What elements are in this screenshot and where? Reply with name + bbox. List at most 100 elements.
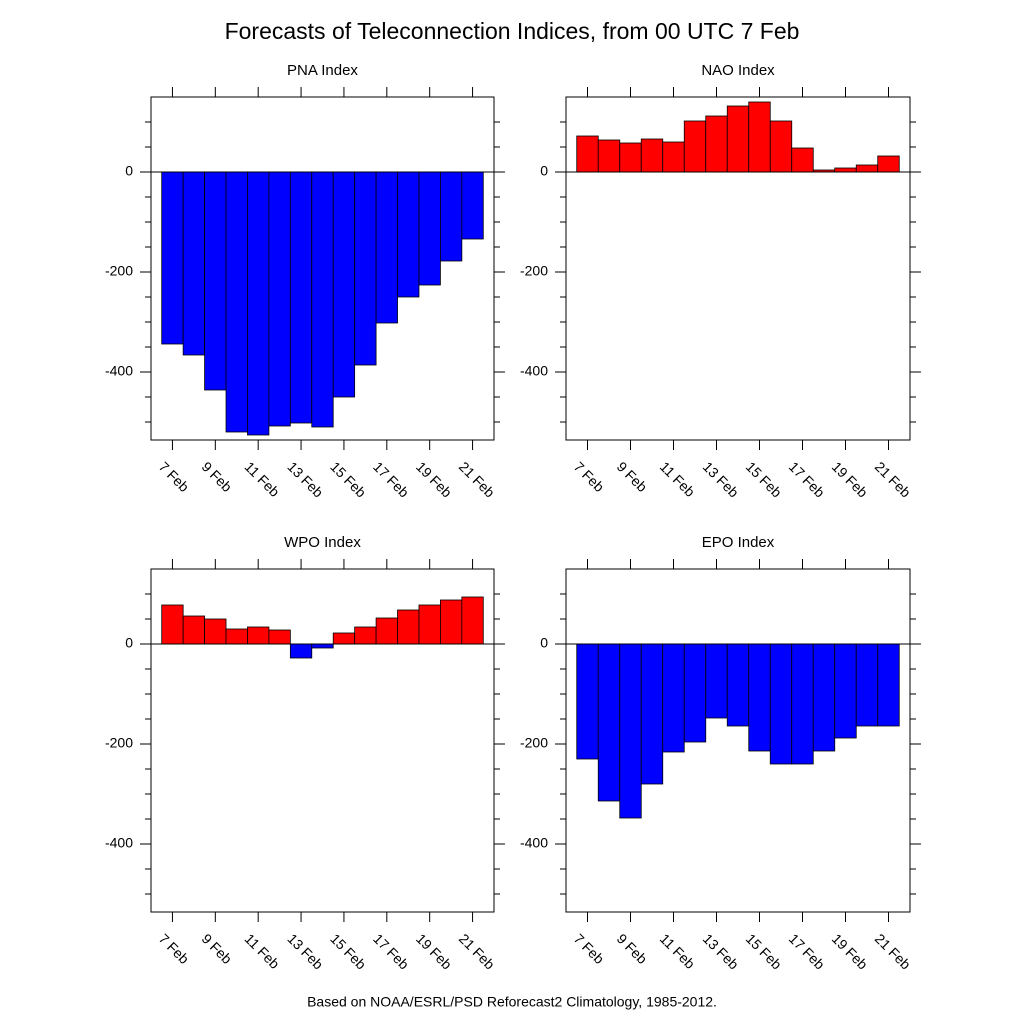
bar [726, 643, 750, 727]
plot-frame [565, 568, 911, 913]
bar [597, 139, 621, 173]
x-tick-label: 21 Feb [872, 458, 914, 500]
bar [855, 164, 879, 173]
bar [662, 141, 685, 173]
y-tick-label: -200 [520, 263, 548, 279]
x-tick-label: 11 Feb [657, 458, 699, 500]
y-tick-label: -200 [105, 735, 133, 751]
bar [332, 632, 356, 645]
x-tick-label: 13 Feb [700, 930, 742, 972]
x-tick-label: 15 Feb [327, 458, 369, 500]
bar [418, 171, 441, 286]
bar [397, 609, 420, 645]
bar [705, 115, 728, 173]
x-tick-label: 11 Feb [657, 930, 699, 972]
panel: NAO Index -400 -200 0 7 Feb 9 Feb 11 Feb 13 Feb… [520, 62, 921, 501]
x-tick-label: 21 Feb [456, 458, 498, 500]
bar [619, 643, 642, 819]
x-tick-label: 19 Feb [829, 930, 871, 972]
x-tick-label: 15 Feb [743, 458, 785, 500]
y-tick-label: -200 [520, 735, 548, 751]
bar [289, 643, 313, 659]
bar [225, 171, 248, 433]
bar [769, 643, 793, 765]
panel: PNA Index -400 -200 0 7 Feb 9 Feb 11 Feb 13 Feb… [105, 62, 505, 501]
bar [748, 643, 771, 752]
panel-title: WPO Index [284, 534, 361, 551]
x-tick-label: 15 Feb [327, 930, 369, 972]
y-tick-label: -200 [105, 263, 133, 279]
plot-frame [565, 96, 911, 441]
x-tick-label: 9 Feb [614, 458, 651, 495]
bar [204, 618, 227, 645]
bar [791, 643, 814, 765]
bar [225, 628, 248, 645]
bar [247, 626, 270, 645]
bar [397, 171, 420, 298]
plot-frame [150, 568, 495, 913]
panel-title: PNA Index [287, 62, 358, 79]
bar [204, 171, 227, 391]
y-tick-label: 0 [125, 163, 133, 179]
x-tick-label: 7 Feb [156, 458, 193, 495]
bar [855, 643, 879, 727]
bar [418, 604, 441, 645]
x-tick-label: 13 Feb [284, 458, 326, 500]
bar [597, 643, 621, 802]
bar [440, 171, 463, 262]
y-tick-label: 0 [540, 163, 548, 179]
panel: EPO Index -400 -200 0 7 Feb 9 Feb 11 Feb 13 Feb… [520, 534, 921, 973]
x-tick-label: 13 Feb [284, 930, 326, 972]
bar [461, 596, 484, 645]
x-tick-label: 7 Feb [156, 930, 193, 967]
y-tick-label: -400 [520, 835, 548, 851]
bar [247, 171, 270, 436]
bar [726, 105, 750, 173]
panel-title: EPO Index [702, 534, 775, 551]
x-tick-label: 17 Feb [370, 458, 412, 500]
bar [182, 171, 205, 356]
bar [182, 615, 205, 645]
bar [683, 643, 707, 743]
x-tick-label: 21 Feb [456, 930, 498, 972]
bar [834, 643, 857, 739]
bar [354, 171, 377, 366]
bar [662, 643, 685, 753]
bar [576, 643, 599, 760]
bar [268, 171, 291, 427]
bar [640, 138, 664, 173]
x-tick-label: 17 Feb [370, 930, 412, 972]
y-tick-label: 0 [540, 635, 548, 651]
bar [311, 171, 334, 428]
bar [748, 101, 771, 173]
bar [332, 171, 356, 398]
panel: WPO Index -400 -200 0 7 Feb 9 Feb 11 Feb 13 Feb… [105, 534, 505, 973]
bar [461, 171, 484, 240]
bar [877, 155, 900, 173]
x-tick-label: 11 Feb [241, 458, 283, 500]
bar [311, 643, 334, 649]
y-tick-label: 0 [125, 635, 133, 651]
bar [161, 604, 184, 645]
bar [812, 643, 836, 752]
x-tick-label: 13 Feb [700, 458, 742, 500]
x-tick-label: 11 Feb [241, 930, 283, 972]
bar [791, 147, 814, 173]
panel-title: NAO Index [701, 62, 775, 79]
bar [705, 643, 728, 719]
bar [289, 171, 313, 424]
bar [683, 120, 707, 173]
x-tick-label: 9 Feb [199, 930, 236, 967]
bar [161, 171, 184, 345]
bar [877, 643, 900, 727]
bar [375, 171, 398, 324]
x-tick-label: 17 Feb [786, 458, 828, 500]
bar [640, 643, 664, 785]
x-tick-label: 17 Feb [786, 930, 828, 972]
bar [834, 167, 857, 173]
x-tick-label: 9 Feb [614, 930, 651, 967]
y-tick-label: -400 [520, 363, 548, 379]
x-tick-label: 7 Feb [571, 930, 608, 967]
bar [268, 629, 291, 645]
